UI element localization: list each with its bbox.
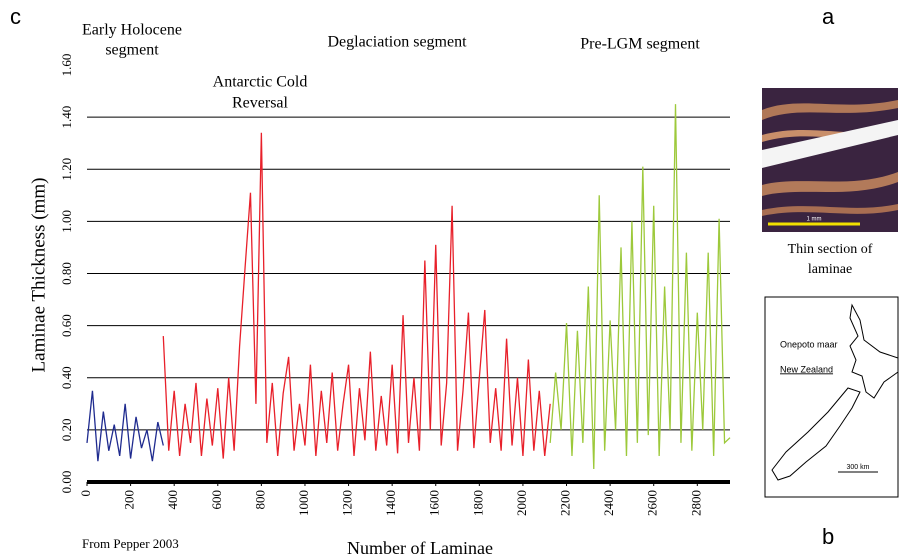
x-axis-label: Number of Laminae: [347, 538, 493, 558]
x-tick-label: 400: [165, 490, 180, 510]
x-tick-label: 0: [78, 490, 93, 497]
y-tick-label: 0.20: [59, 419, 74, 442]
annotation: segment: [105, 42, 159, 59]
x-tick-label: 2400: [601, 490, 616, 516]
x-tick-label: 1800: [470, 490, 485, 516]
annotation: Pre-LGM segment: [580, 36, 700, 53]
y-tick-label: 0.60: [59, 314, 74, 337]
x-tick-label: 200: [122, 490, 137, 510]
y-tick-label: 0.80: [59, 262, 74, 285]
y-tick-label: 0.40: [59, 366, 74, 389]
y-tick-label: 1.60: [59, 54, 74, 77]
annotation: Antarctic Cold: [213, 74, 308, 91]
annotation: Early Holocene: [82, 22, 182, 39]
panel-label: c: [10, 4, 21, 29]
data-line: [162, 132, 551, 459]
nz-map: Onepoto maar New Zealand 300 km: [764, 296, 899, 498]
photo-scale: 1 mm: [807, 217, 822, 223]
x-tick-label: 2600: [645, 490, 660, 516]
y-tick-label: 1.00: [59, 210, 74, 233]
map-label: New Zealand: [780, 364, 833, 374]
thin-section-photo: 1 mm: [762, 88, 898, 232]
x-tick-label: 2000: [514, 490, 529, 516]
x-tick-label: 2800: [688, 490, 703, 516]
annotation: Deglaciation segment: [327, 34, 467, 51]
y-tick-label: 1.40: [59, 106, 74, 129]
x-tick-label: 1000: [296, 490, 311, 516]
map-label: Onepoto maar: [780, 339, 838, 349]
x-tick-label: 1400: [383, 490, 398, 516]
data-line: [549, 104, 731, 469]
inset-caption: Thin section of: [788, 242, 873, 257]
y-tick-label: 0.00: [59, 471, 74, 494]
y-axis-label: Laminae Thickness (mm): [28, 178, 49, 373]
x-tick-label: 2200: [558, 490, 573, 516]
x-tick-label: 800: [252, 490, 267, 510]
map-scale: 300 km: [847, 464, 870, 471]
y-tick-label: 1.20: [59, 158, 74, 181]
x-tick-label: 1200: [340, 490, 355, 516]
panel-label: b: [822, 524, 834, 549]
x-tick-label: 1600: [427, 490, 442, 516]
panel-label: a: [822, 4, 835, 29]
source-note: From Pepper 2003: [82, 536, 179, 551]
data-line: [86, 390, 164, 462]
annotation: Reversal: [232, 95, 289, 112]
x-tick-label: 600: [209, 490, 224, 510]
inset-caption: laminae: [808, 262, 852, 277]
